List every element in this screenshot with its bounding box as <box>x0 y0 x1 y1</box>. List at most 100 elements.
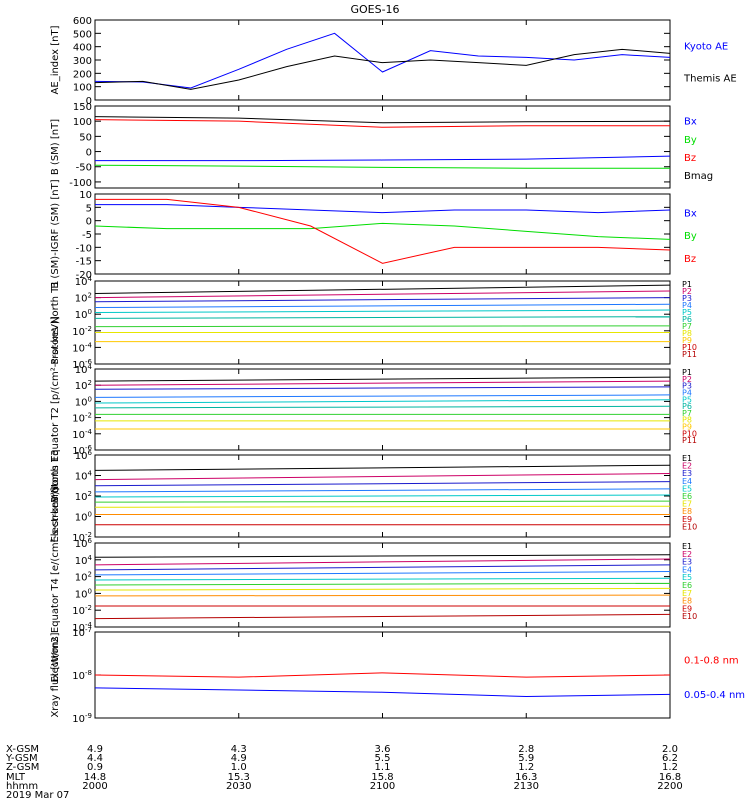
y-axis-label: Electrons North T3 <box>50 449 61 542</box>
orbit-value: 0.9 <box>87 762 103 773</box>
orbit-row-label: X-GSM <box>6 744 39 755</box>
legend-entry: E10 <box>682 612 697 621</box>
plot-title: GOES-16 <box>350 3 399 16</box>
y-tick-label: 106 <box>75 537 93 550</box>
y-tick-label: 104 <box>75 554 93 567</box>
y-tick-label: 10-2 <box>72 604 92 617</box>
legend-entry: P2 <box>682 287 692 296</box>
legend-entry: P9 <box>682 336 692 345</box>
series-line-E5 <box>94 494 671 498</box>
orbit-value: 14.8 <box>84 772 106 783</box>
y-tick-label: 100 <box>75 308 92 321</box>
orbit-value: 5.9 <box>518 753 534 764</box>
legend-entry: P4 <box>682 301 692 310</box>
orbit-value: 5.5 <box>375 753 391 764</box>
series-line-E5 <box>94 577 671 581</box>
legend-entry: P1 <box>682 368 692 377</box>
y-axis-label: Electrons Equator T4 [e/(cm²-s-sr-keV)] <box>50 487 61 682</box>
series-line-E7 <box>94 587 671 591</box>
series-line-P5 <box>94 309 671 314</box>
legend-entry: P6 <box>682 315 692 324</box>
y-tick-label: 0 <box>86 217 92 228</box>
legend-entry: P8 <box>682 416 692 425</box>
series-line-By <box>94 222 671 240</box>
orbit-value: 15.3 <box>228 772 250 783</box>
legend-entry: P5 <box>682 308 692 317</box>
orbit-value: 15.8 <box>371 772 393 783</box>
orbit-value: 2.8 <box>518 744 534 755</box>
legend-entry: E10 <box>682 522 697 531</box>
y-tick-label: 10-9 <box>72 712 92 725</box>
series-line-0-05-0-4-nm <box>94 687 671 698</box>
y-tick-label: 102 <box>75 571 92 584</box>
series-line-P5 <box>94 399 671 404</box>
series-line-Bz <box>94 119 670 128</box>
legend-entry: E8 <box>682 597 692 606</box>
orbit-value: 4.4 <box>87 753 103 764</box>
y-tick-label: 150 <box>73 102 92 113</box>
legend-entry: P8 <box>682 329 692 338</box>
y-tick-label: 100 <box>75 587 92 600</box>
y-tick-label: 10-8 <box>72 669 92 682</box>
legend-entry: E6 <box>682 581 692 590</box>
y-tick-label: 102 <box>75 490 92 503</box>
y-tick-label: 50 <box>79 132 92 143</box>
series-line-E2 <box>94 558 671 566</box>
y-tick-label: 10-4 <box>72 621 92 634</box>
series-line-Bx <box>95 204 671 214</box>
orbit-row-label: Y-GSM <box>5 753 38 764</box>
legend-entry: E9 <box>682 515 692 524</box>
orbit-value: 2200 <box>657 781 682 792</box>
y-tick-label: -10 <box>76 243 92 254</box>
series-line-E4 <box>94 488 671 493</box>
series-line-P1 <box>94 376 671 382</box>
series-line-Bz <box>95 198 671 264</box>
y-tick-label: -20 <box>76 270 92 281</box>
orbit-value: 16.3 <box>515 772 537 783</box>
legend-entry: E7 <box>682 500 692 509</box>
series-line-E3 <box>94 481 671 487</box>
legend-entry: E6 <box>682 492 692 501</box>
series-line-0-1-0-8-nm <box>94 672 671 678</box>
legend-entry: P5 <box>682 395 692 404</box>
orbit-row-label: MLT <box>6 772 26 783</box>
legend-entry: Kyoto AE <box>684 42 728 53</box>
series-line-E6 <box>94 582 671 586</box>
y-tick-label: 100 <box>75 511 92 524</box>
y-tick-label: 106 <box>75 449 93 462</box>
series-line-E1 <box>94 554 671 558</box>
y-tick-label: 100 <box>73 117 92 128</box>
y-tick-label: 5 <box>86 203 92 214</box>
legend-entry: By <box>684 135 697 146</box>
series-line-P1 <box>94 284 671 294</box>
panel-frame <box>94 105 671 189</box>
orbit-value: 2030 <box>226 781 251 792</box>
legend-entry: P7 <box>682 322 692 331</box>
legend-entry: P11 <box>682 350 697 359</box>
date-label: 2019 Mar 07 <box>6 790 69 800</box>
orbit-value: 4.9 <box>231 753 247 764</box>
y-tick-label: 300 <box>73 56 92 67</box>
y-tick-label: 10-2 <box>72 531 92 544</box>
orbit-value: 6.2 <box>662 753 678 764</box>
series-line-E4 <box>94 571 671 576</box>
y-tick-label: 100 <box>75 395 92 408</box>
series-line-P4 <box>94 303 671 309</box>
y-tick-label: 100 <box>73 83 92 94</box>
y-tick-label: -50 <box>76 163 92 174</box>
orbit-value: 1.1 <box>375 762 391 773</box>
legend-entry: P7 <box>682 409 692 418</box>
y-axis-label: Protons Equator T2 [p/(cm²-s-sr-keV)] <box>50 316 61 503</box>
series-line-P6 <box>94 316 671 319</box>
legend-entry: E1 <box>682 542 692 551</box>
panel-frame <box>94 280 671 365</box>
orbit-value: 3.6 <box>375 744 391 755</box>
orbit-row-label: Z-GSM <box>6 762 39 773</box>
legend-entry: P3 <box>682 382 692 391</box>
legend-entry: E1 <box>682 454 692 463</box>
legend-entry: E7 <box>682 589 692 598</box>
panel-5: 104 102 100 10-2 10-4 10-6 Protons Equator T2 … <box>50 316 697 503</box>
y-tick-label: 0 <box>86 148 92 159</box>
orbit-value: 4.9 <box>87 744 103 755</box>
legend-entry: E3 <box>682 469 692 478</box>
